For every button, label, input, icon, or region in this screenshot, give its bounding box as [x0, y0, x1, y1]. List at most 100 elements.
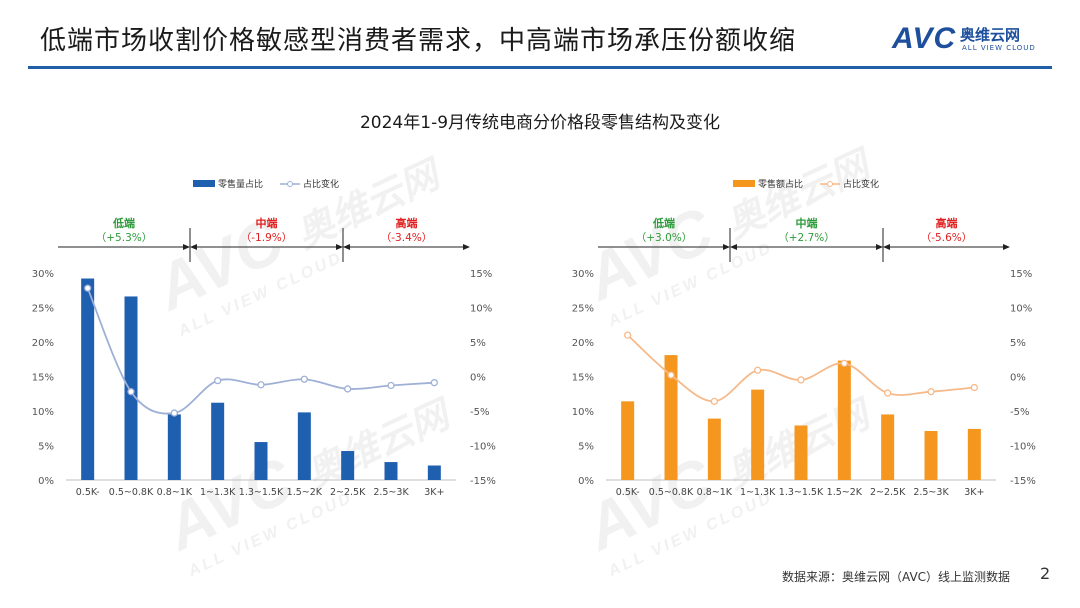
bar — [341, 451, 355, 480]
page-title: 低端市场收割价格敏感型消费者需求，中高端市场承压份额收缩 — [40, 26, 797, 56]
x-tick: 1~1.3K — [200, 487, 236, 498]
bar — [794, 425, 808, 480]
segment-name: 中端 — [796, 216, 818, 230]
segment-name: 中端 — [256, 216, 278, 230]
y-left-tick: 5% — [578, 442, 594, 453]
segment-1: 中端 （-1.9%） — [190, 216, 343, 250]
x-tick: 0.5K- — [616, 487, 640, 498]
avc-logo: AVC 奥维云网 ALL VIEW CLOUD — [892, 22, 1062, 58]
bar — [924, 431, 938, 480]
segment-arrowhead — [883, 244, 890, 250]
legend-bar-label: 零售量占比 — [218, 178, 263, 190]
x-tick: 0.5~0.8K — [109, 487, 154, 498]
segment-0: 低端 （+3.0%） — [598, 216, 730, 250]
change-point — [710, 397, 718, 405]
y-left-tick: 25% — [572, 304, 594, 315]
x-tick: 2~2.5K — [330, 487, 366, 498]
segment-name: 低端 — [652, 216, 675, 230]
y-right-tick: -10% — [1010, 442, 1036, 453]
segment-arrowhead — [723, 244, 730, 250]
change-point — [300, 375, 308, 383]
change-point — [170, 409, 178, 417]
change-point — [927, 388, 935, 396]
y-right-tick: -5% — [1010, 407, 1029, 418]
y-right-tick: 10% — [470, 304, 492, 315]
bar — [297, 412, 311, 480]
legend-line-label: 占比变化 — [303, 178, 339, 190]
y-left-tick: 30% — [32, 269, 54, 280]
x-tick: 2~2.5K — [870, 487, 906, 498]
y-right-tick: 0% — [470, 373, 486, 384]
x-tick: 1.3~1.5K — [779, 487, 824, 498]
y-right-tick: -15% — [1010, 476, 1036, 487]
y-left-tick: 15% — [572, 373, 594, 384]
change-point — [344, 385, 352, 393]
segment-change: （+3.0%） — [636, 232, 692, 244]
x-tick: 0.8~1K — [697, 487, 733, 498]
y-right-tick: 5% — [470, 338, 486, 349]
change-point — [214, 376, 222, 385]
change-line — [627, 334, 975, 403]
legend-bar-label: 零售额占比 — [758, 178, 803, 190]
segment-change: （-3.4%） — [381, 232, 432, 244]
change-point — [840, 359, 848, 368]
segment-name: 高端 — [936, 216, 958, 230]
bar — [211, 402, 225, 480]
change-point — [624, 331, 632, 339]
segment-arrowhead — [876, 244, 883, 250]
y-right-tick: -15% — [470, 476, 496, 487]
segment-2: 高端 （-5.6%） — [883, 216, 1010, 250]
change-point — [387, 381, 395, 390]
bar — [81, 278, 95, 480]
segment-change: （+5.3%） — [96, 232, 152, 244]
y-left-tick: 20% — [572, 338, 594, 349]
y-left-tick: 0% — [578, 476, 594, 487]
y-left-tick: 10% — [32, 407, 54, 418]
x-tick: 2.5~3K — [913, 487, 949, 498]
bar — [427, 465, 441, 480]
segment-1: 中端 （+2.7%） — [730, 216, 883, 250]
y-left-tick: 30% — [572, 269, 594, 280]
segment-change: （-5.6%） — [921, 232, 972, 244]
y-right-tick: 0% — [1010, 373, 1026, 384]
bar — [621, 401, 635, 480]
change-point — [884, 389, 892, 397]
change-point — [797, 376, 805, 384]
x-tick: 3K+ — [424, 487, 444, 498]
page-number: 2 — [1040, 564, 1051, 583]
x-tick: 1.3~1.5K — [239, 487, 284, 498]
x-tick: 1~1.3K — [740, 487, 776, 498]
bar — [881, 414, 895, 480]
bar — [837, 360, 851, 480]
y-right-tick: 5% — [1010, 338, 1026, 349]
data-source: 数据来源：奥维云网（AVC）线上监测数据 — [782, 570, 1011, 584]
segment-0: 低端 （+5.3%） — [58, 216, 190, 250]
change-point — [84, 284, 92, 292]
y-right-tick: -10% — [470, 442, 496, 453]
x-tick: 3K+ — [964, 487, 984, 498]
logo-name-cn: 奥维云网 — [960, 26, 1021, 44]
legend-line-marker — [827, 181, 833, 187]
segment-arrowhead — [183, 244, 190, 250]
legend-bar-swatch — [733, 180, 755, 187]
segment-name: 高端 — [396, 216, 418, 230]
bar — [707, 418, 721, 480]
y-left-tick: 15% — [32, 373, 54, 384]
y-left-tick: 20% — [32, 338, 54, 349]
y-right-tick: 15% — [470, 269, 492, 280]
bar — [384, 462, 398, 480]
change-line — [86, 287, 435, 415]
legend-line-label: 占比变化 — [843, 178, 879, 190]
y-left-tick: 25% — [32, 304, 54, 315]
bar — [254, 442, 268, 480]
y-left-tick: 0% — [38, 476, 54, 487]
segment-change: （+2.7%） — [778, 232, 834, 244]
segment-arrowhead — [336, 244, 343, 250]
change-point — [127, 388, 135, 396]
legend-bar-swatch — [193, 180, 215, 187]
change-point — [257, 381, 265, 389]
y-left-tick: 10% — [572, 407, 594, 418]
y-right-tick: 10% — [1010, 304, 1032, 315]
